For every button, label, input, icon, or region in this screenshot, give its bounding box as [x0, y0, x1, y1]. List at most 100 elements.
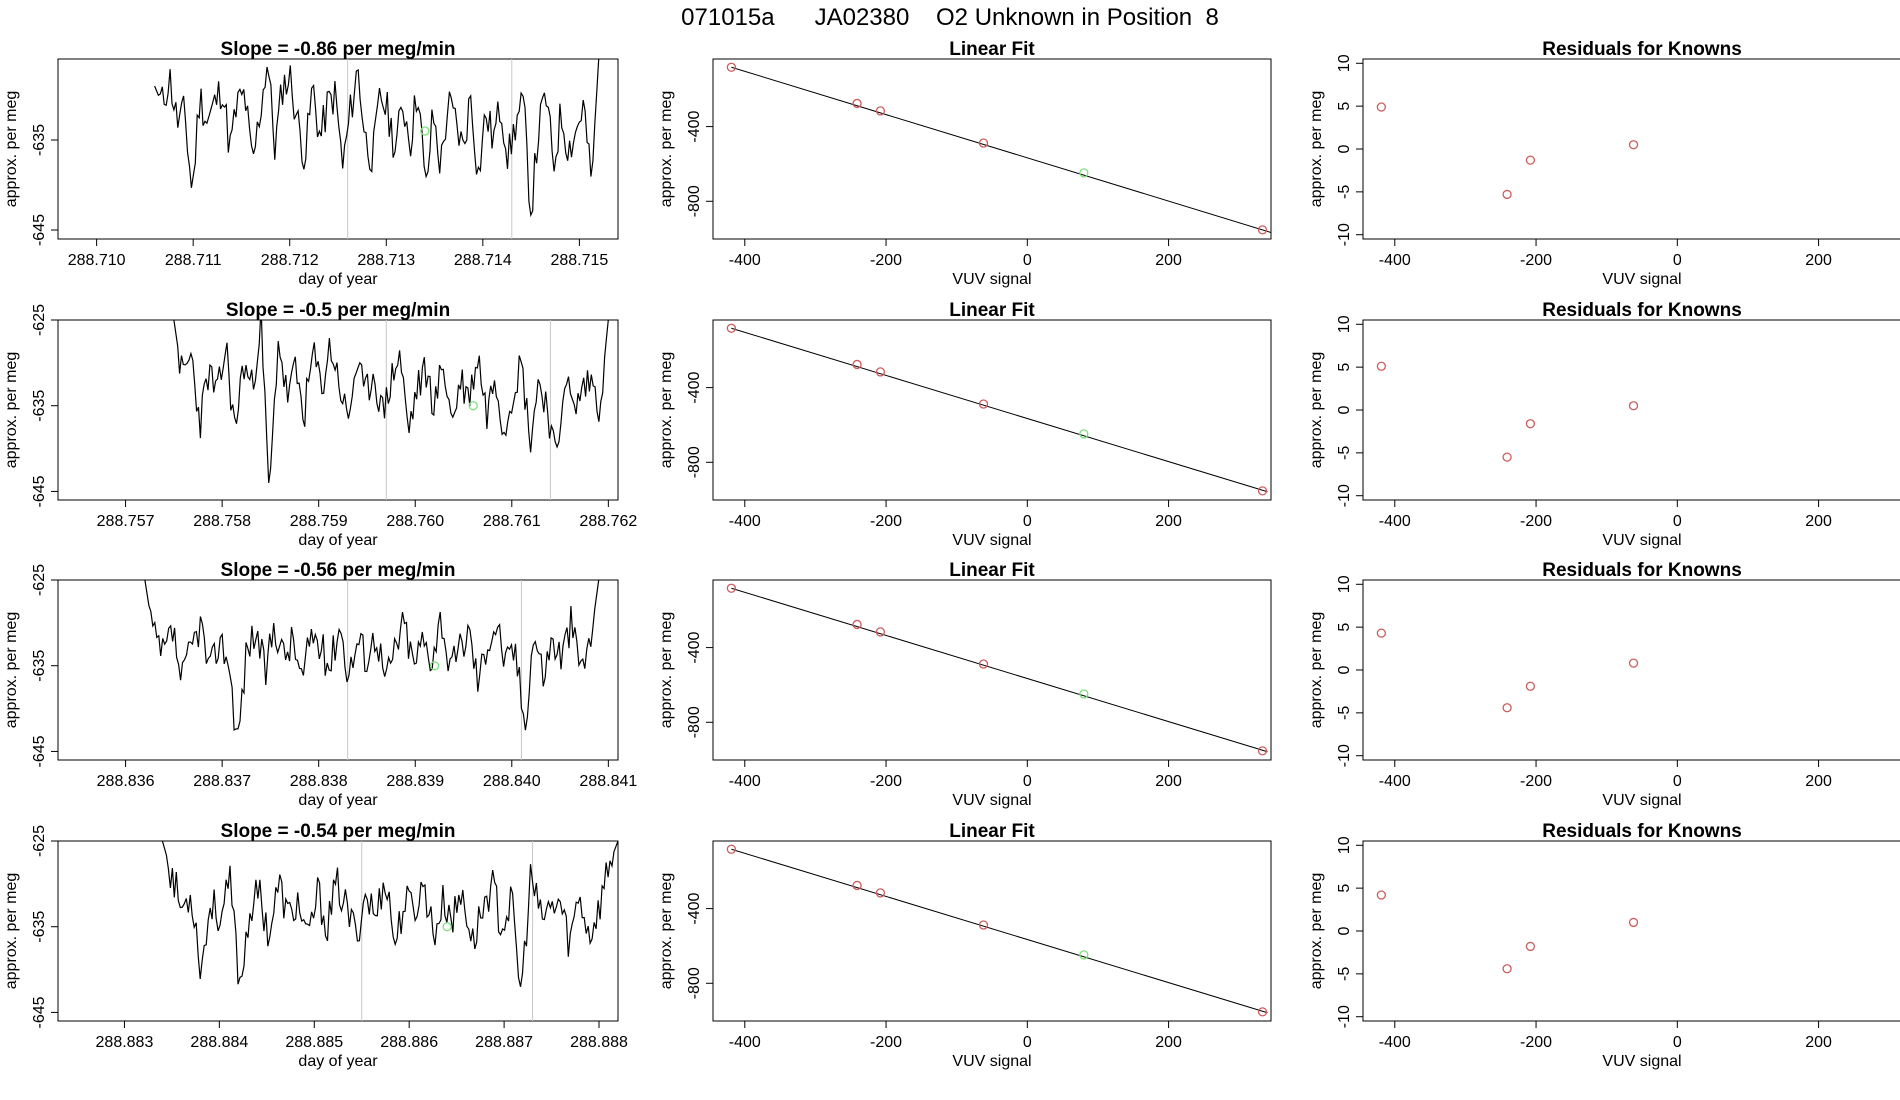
plot-1-1-trace-line — [154, 59, 600, 218]
plot-1-3-known-point — [1628, 140, 1639, 150]
plot-4-3-ytick-label: -10 — [1336, 1005, 1353, 1028]
plot-4-3-known-point — [1525, 941, 1536, 952]
plot-3-3-ytick-label: -10 — [1336, 744, 1353, 767]
plot-2-2-xtick-label: -400 — [729, 513, 761, 530]
plot-2-3-xtick-label: -200 — [1520, 513, 1552, 530]
plot-4-1-ytick-label: -635 — [31, 911, 48, 943]
plot-2-3-title: Residuals for Knowns — [1542, 300, 1742, 321]
plot-1-3-xtick-label: -400 — [1379, 252, 1411, 269]
plot-2-2-fit-line — [731, 327, 1268, 493]
plot-2-1-ytick-label: -635 — [31, 390, 48, 422]
plot-2-2-title: Linear Fit — [949, 300, 1035, 321]
plot-3-1-trace-line — [144, 580, 600, 731]
plot-2-2-xtick-label: -200 — [870, 513, 902, 530]
plot-1-2-ytick-label: -400 — [686, 110, 703, 142]
plot-1-1-frame — [57, 58, 619, 240]
plot-1-2-fit-line — [731, 66, 1272, 233]
plot-4-2-known-point — [875, 888, 886, 898]
plot-3-1-ylabel: approx. per meg — [3, 612, 20, 729]
plot-3-2-unknown-point — [1079, 689, 1089, 699]
plot-2-3-known-point — [1628, 401, 1639, 411]
plot-2-2-ylabel: approx. per meg — [658, 352, 675, 469]
plot-3-2-xlabel: VUV signal — [952, 792, 1031, 809]
plot-3-2-xtick-label: -200 — [870, 773, 902, 790]
plot-1-1-xtick-label: 288.710 — [68, 252, 126, 269]
plot-4-1-xtick-label: 288.885 — [285, 1034, 343, 1051]
plot-2-2-xlabel: VUV signal — [952, 532, 1031, 549]
plot-1-2-known-point — [852, 98, 862, 109]
plot-4-2-known-point — [852, 880, 862, 891]
plot-2-1-xtick-label: 288.760 — [386, 513, 444, 530]
plot-2-2-xtick-label: 200 — [1155, 513, 1182, 530]
plot-4-3-title: Residuals for Knowns — [1542, 821, 1742, 842]
plot-4-3-known-point — [1502, 964, 1512, 974]
plot-3-1-xtick-label: 288.838 — [290, 773, 348, 790]
plot-3-1-ytick-label: -635 — [31, 650, 48, 682]
plot-1-3-ytick-label: -5 — [1336, 185, 1353, 199]
plot-2-1-ytick-label: -645 — [31, 475, 48, 507]
plot-2-2-known-point — [726, 323, 737, 333]
plot-2-2-known-point — [1257, 486, 1268, 496]
plot-4-1-xtick-label: 288.888 — [570, 1034, 628, 1051]
plot-1-2-unknown-point — [1079, 168, 1089, 178]
plot-2-3-ytick-label: 10 — [1336, 315, 1353, 333]
plot-4-3-ytick-label: -5 — [1336, 967, 1353, 981]
plot-2-2-known-point — [852, 359, 862, 370]
plot-3-1-xtick-label: 288.841 — [579, 773, 637, 790]
plot-4-1-unknown-marker — [442, 922, 452, 932]
plot-1-1-xtick-label: 288.715 — [550, 252, 608, 269]
plot-3-2-title: Linear Fit — [949, 560, 1035, 581]
plot-1-3-ytick-label: -10 — [1336, 223, 1353, 246]
plot-2-3-frame — [1362, 319, 1900, 501]
plot-1-1-ytick-label: -645 — [31, 214, 48, 246]
plot-3-2-known-point — [875, 627, 886, 637]
plot-3-3-xlabel: VUV signal — [1602, 792, 1681, 809]
plot-2-3-ytick-label: -10 — [1336, 484, 1353, 507]
plot-2-3-ytick-label: 5 — [1336, 363, 1353, 372]
plot-1-3-xtick-label: -200 — [1520, 252, 1552, 269]
plot-2-1-title: Slope = -0.5 per meg/min — [226, 300, 450, 321]
plot-1-3-frame — [1362, 58, 1900, 240]
plot-1-2-xlabel: VUV signal — [952, 271, 1031, 288]
plot-3-3-xtick-label: 200 — [1805, 773, 1832, 790]
plot-3-3-xtick-label: 0 — [1673, 773, 1682, 790]
plot-1-2-xtick-label: 200 — [1155, 252, 1182, 269]
plot-2-1-xtick-label: 288.758 — [193, 513, 251, 530]
plot-1-2-xtick-label: -200 — [870, 252, 902, 269]
plot-4-1-ytick-label: -625 — [31, 825, 48, 857]
plot-1-3-title: Residuals for Knowns — [1542, 39, 1742, 60]
plot-1-2-known-point — [726, 62, 737, 72]
plot-4-2-xlabel: VUV signal — [952, 1053, 1031, 1070]
plot-4-2-known-point — [726, 844, 737, 854]
plot-1-2-xtick-label: 0 — [1023, 252, 1032, 269]
plot-2-1-xtick-label: 288.759 — [290, 513, 348, 530]
plot-4-2-fit-line — [731, 848, 1268, 1014]
plot-1-1-xtick-label: 288.711 — [165, 252, 222, 269]
plot-3-1-xtick-label: 288.840 — [483, 773, 541, 790]
plot-4-2-xtick-label: -200 — [870, 1034, 902, 1051]
plot-4-3-ytick-label: 0 — [1336, 926, 1353, 935]
plot-2-2-known-point — [875, 367, 886, 377]
plot-2-3-ylabel: approx. per meg — [1308, 352, 1325, 469]
plot-4-3-xtick-label: -400 — [1379, 1034, 1411, 1051]
plot-4-1-ytick-label: -645 — [31, 996, 48, 1028]
plot-2-1-xtick-label: 288.757 — [97, 513, 155, 530]
plot-2-1-trace-line — [173, 320, 609, 483]
plot-4-1-xtick-label: 288.887 — [475, 1034, 533, 1051]
plot-3-3-ytick-label: -5 — [1336, 706, 1353, 720]
plot-3-2-known-point — [852, 619, 862, 630]
plot-3-3-ytick-label: 0 — [1336, 665, 1353, 674]
plot-3-2-xtick-label: 200 — [1155, 773, 1182, 790]
plot-3-2-xtick-label: 0 — [1023, 773, 1032, 790]
plot-3-2-known-point — [1257, 746, 1268, 756]
plot-1-1-xtick-label: 288.713 — [357, 252, 415, 269]
plot-2-3-known-point — [1502, 452, 1512, 462]
plot-1-3-ytick-label: 0 — [1336, 144, 1353, 153]
plot-1-2-ytick-label: -800 — [686, 185, 703, 217]
plot-3-2-fit-line — [731, 587, 1268, 753]
plot-3-3-ytick-label: 5 — [1336, 623, 1353, 632]
plot-2-1-ylabel: approx. per meg — [3, 352, 20, 469]
plot-1-2-xtick-label: -400 — [729, 252, 761, 269]
plot-1-3-known-point — [1502, 189, 1512, 200]
